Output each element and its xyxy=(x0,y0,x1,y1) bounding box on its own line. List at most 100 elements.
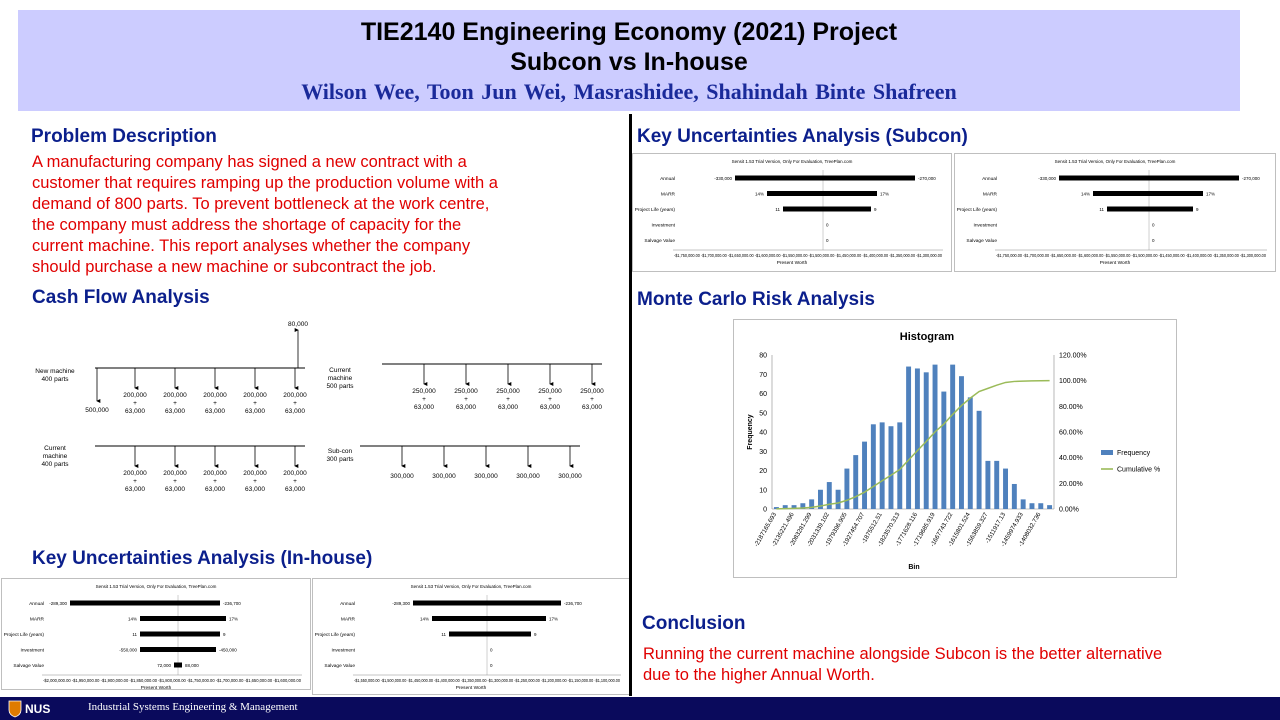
tornado-bar xyxy=(735,175,915,181)
problem-line: customer that requires ramping up the pr… xyxy=(32,174,498,192)
tornado-axis-ticks: -$1,750,000.00 -$1,700,000.00 -$1,650,00… xyxy=(674,253,943,258)
cashflow-value: 63,000 xyxy=(540,404,560,411)
cashflow-value: 300,000 xyxy=(432,473,456,480)
y-tick-label: 80 xyxy=(759,353,767,360)
diagram-label: Current xyxy=(44,445,66,452)
tornado-row-label: Annual xyxy=(29,601,44,607)
poster-title: TIE2140 Engineering Economy (2021) Proje… xyxy=(360,18,898,46)
frequency-bar xyxy=(773,507,779,509)
frequency-bar xyxy=(906,366,912,509)
tornado-row-label: Annual xyxy=(340,601,355,607)
tornado-caption: Sensit 1.53 Trial Version, Only For Eval… xyxy=(411,584,532,589)
cashflow-new-machine: 200,000+63,000200,000+63,000200,000+63,0… xyxy=(35,321,308,415)
frequency-bar xyxy=(985,460,991,509)
tornado-bar xyxy=(432,616,546,621)
tornado-row-label: Salvage Value xyxy=(966,238,997,244)
frequency-bar xyxy=(967,397,973,509)
tornado-low-label: 14% xyxy=(1081,192,1090,197)
x-axis-label: Bin xyxy=(908,564,919,571)
cashflow-value: 300,000 xyxy=(390,473,414,480)
conclusion-text: Running the current machine alongside Su… xyxy=(643,644,1243,686)
diagram-label: machine xyxy=(328,375,353,382)
frequency-bar xyxy=(1003,468,1008,509)
tornado-low-label: -289,300 xyxy=(49,601,67,606)
frequency-bar xyxy=(914,368,920,509)
cashflow-value: 300,000 xyxy=(474,473,498,480)
tornado-row-label: MARR xyxy=(983,192,998,198)
frequency-bar xyxy=(853,455,859,509)
cashflow-value: 63,000 xyxy=(498,404,518,411)
tornado-row-label: Annual xyxy=(982,176,997,182)
tornado-row-label: Investment xyxy=(974,223,998,229)
cashflow-value: 63,000 xyxy=(456,404,476,411)
problem-line: current machine. This report analyses wh… xyxy=(32,237,471,255)
nus-logo: NUS xyxy=(8,700,50,718)
cumulative-line xyxy=(776,379,1050,510)
y-axis-label: Frequency xyxy=(747,414,754,450)
chart-title: Histogram xyxy=(900,331,955,343)
diagram-label: New machine xyxy=(35,368,75,375)
frequency-bar xyxy=(1038,503,1044,509)
cashflow-value: 200,000 xyxy=(163,470,187,477)
cashflow-value: 300,000 xyxy=(558,473,582,480)
tornado-bar xyxy=(767,191,877,196)
frequency-bar xyxy=(870,424,876,509)
tornado-row-label: Investment xyxy=(652,223,676,229)
tornado-row-label: MARR xyxy=(30,617,45,623)
diagram-label: 500 parts xyxy=(326,383,354,390)
cashflow-value: 300,000 xyxy=(516,473,540,480)
tornado-row-label: MARR xyxy=(341,617,356,623)
cashflow-value: 63,000 xyxy=(245,486,265,493)
cashflow-value: 200,000 xyxy=(243,392,267,399)
cashflow-value: 63,000 xyxy=(414,404,434,411)
cashflow-value: 63,000 xyxy=(245,408,265,415)
y-tick-label: 70 xyxy=(759,372,767,379)
cashflow-value: 63,000 xyxy=(165,408,185,415)
subcon-tornado-2: Sensit 1.53 Trial Version, Only For Eval… xyxy=(954,153,1276,272)
cashflow-plus: + xyxy=(213,478,217,485)
frequency-bar xyxy=(959,376,964,509)
frequency-bar xyxy=(791,505,797,509)
cashflow-value: 63,000 xyxy=(205,408,225,415)
footer-bar: NUS Industrial Systems Engineering & Man… xyxy=(0,697,1280,720)
tornado-low-label: -330,000 xyxy=(1038,176,1056,181)
tornado-high-label: 0 xyxy=(490,663,493,668)
tornado-row-label: Investment xyxy=(21,648,45,654)
cashflow-value: 63,000 xyxy=(125,486,145,493)
y2-tick-label: 40.00% xyxy=(1059,455,1083,462)
tornado-xlabel: Present Worth xyxy=(1100,260,1131,266)
cashflow-plus: + xyxy=(213,400,217,407)
y2-tick-label: 120.00% xyxy=(1059,353,1087,360)
frequency-bar xyxy=(950,364,956,509)
tornado-high-label: 9 xyxy=(223,632,226,637)
cashflow-plus: + xyxy=(548,396,552,403)
cashflow-value: 200,000 xyxy=(203,392,227,399)
tornado-row-label: Project Life (years) xyxy=(957,207,998,213)
tornado-row-label: MARR xyxy=(661,192,676,198)
tornado-xlabel: Present Worth xyxy=(456,685,487,691)
tornado-bar xyxy=(783,206,871,212)
frequency-bar xyxy=(888,426,894,509)
tornado-row-label: Salvage Value xyxy=(644,238,675,244)
frequency-bar xyxy=(932,364,938,509)
subcon-heading: Key Uncertainties Analysis (Subcon) xyxy=(637,126,968,147)
tornado-row-label: Salvage Value xyxy=(13,663,44,669)
title-banner: TIE2140 Engineering Economy (2021) Proje… xyxy=(18,10,1240,111)
tornado-bar xyxy=(1059,175,1239,181)
inhouse-heading: Key Uncertainties Analysis (In-house) xyxy=(32,548,373,569)
tornado-row-label: Project Life (years) xyxy=(635,207,676,213)
cashflow-value: 63,000 xyxy=(285,486,305,493)
cashflow-current-400: 200,000+63,000200,000+63,000200,000+63,0… xyxy=(41,445,307,493)
cashflow-value: 250,000 xyxy=(412,388,436,395)
problem-heading: Problem Description xyxy=(31,126,217,147)
tornado-high-label: 9 xyxy=(874,207,877,212)
frequency-bar xyxy=(1029,503,1035,509)
conclusion-line: due to the higher Annual Worth. xyxy=(643,666,875,684)
cashflow-plus: + xyxy=(506,396,510,403)
tornado-low-label: 72,000 xyxy=(157,663,171,668)
frequency-bar xyxy=(800,503,806,509)
cashflow-plus: + xyxy=(253,478,257,485)
tornado-axis-ticks: -$2,000,000.00 -$1,950,000.00 -$1,900,00… xyxy=(43,678,302,683)
cashflow-value: 250,000 xyxy=(538,388,562,395)
tornado-bar xyxy=(140,616,226,621)
